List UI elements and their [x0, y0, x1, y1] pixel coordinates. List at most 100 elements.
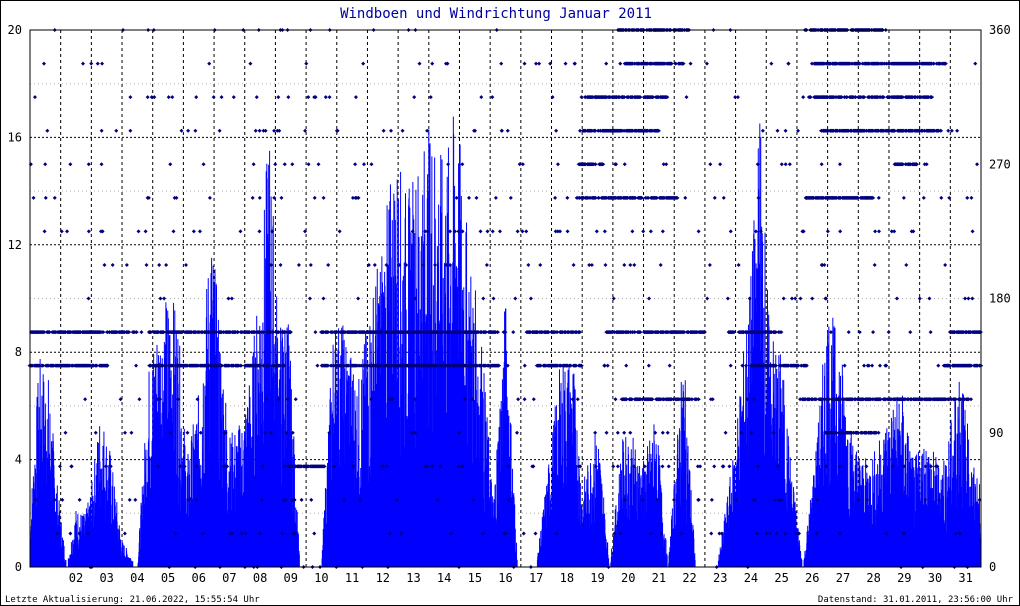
- direction-point: [276, 397, 281, 402]
- direction-point: [327, 95, 332, 100]
- direction-point: [658, 262, 663, 267]
- direction-point: [777, 497, 782, 502]
- direction-point: [447, 363, 453, 368]
- direction-point: [520, 162, 525, 167]
- direction-point: [852, 95, 858, 100]
- direction-point: [342, 497, 347, 502]
- direction-point: [144, 262, 149, 267]
- direction-point: [756, 464, 761, 469]
- direction-point: [632, 330, 638, 335]
- direction-point: [870, 95, 875, 100]
- direction-point: [876, 430, 881, 435]
- direction-point: [293, 464, 298, 469]
- direction-point: [496, 363, 502, 368]
- direction-point: [257, 363, 263, 368]
- direction-point: [840, 430, 846, 435]
- direction-point: [250, 195, 255, 200]
- direction-point: [526, 262, 531, 267]
- direction-point: [728, 363, 733, 368]
- direction-point: [813, 397, 819, 402]
- direction-point: [673, 61, 679, 66]
- direction-point: [921, 195, 926, 200]
- direction-point: [613, 195, 618, 200]
- direction-point: [325, 363, 331, 368]
- direction-point: [709, 531, 714, 536]
- direction-point: [112, 330, 117, 335]
- direction-point: [325, 330, 331, 335]
- direction-point: [185, 430, 190, 435]
- direction-point: [952, 330, 957, 335]
- direction-point: [970, 296, 975, 301]
- direction-point: [537, 363, 542, 368]
- direction-point: [179, 128, 184, 133]
- direction-point: [182, 464, 187, 469]
- direction-point: [444, 262, 449, 267]
- direction-point: [578, 363, 584, 368]
- direction-point: [263, 397, 268, 402]
- direction-point: [257, 195, 262, 200]
- direction-point: [413, 430, 418, 435]
- direction-point: [68, 162, 73, 167]
- direction-point: [77, 497, 82, 502]
- direction-point: [623, 397, 629, 402]
- direction-point: [953, 397, 959, 402]
- direction-point: [873, 430, 879, 435]
- direction-point: [520, 229, 525, 234]
- direction-point: [789, 296, 794, 301]
- direction-point: [231, 95, 236, 100]
- direction-point: [684, 95, 689, 100]
- direction-point: [596, 195, 602, 200]
- direction-point: [622, 430, 627, 435]
- direction-point: [502, 330, 508, 335]
- direction-point: [171, 229, 176, 234]
- direction-point: [263, 128, 268, 133]
- direction-point: [821, 95, 826, 100]
- direction-point: [180, 330, 185, 335]
- direction-point: [577, 330, 583, 335]
- direction-point: [936, 497, 941, 502]
- direction-point: [970, 229, 975, 234]
- direction-point: [604, 430, 609, 435]
- direction-point: [143, 229, 148, 234]
- direction-point: [587, 262, 592, 267]
- direction-point: [122, 430, 127, 435]
- direction-point: [709, 497, 714, 502]
- direction-point: [103, 464, 108, 469]
- direction-point: [281, 363, 287, 368]
- direction-point: [900, 162, 906, 167]
- direction-point: [677, 61, 682, 66]
- direction-point: [828, 330, 833, 335]
- direction-point: [938, 128, 944, 133]
- direction-point: [366, 262, 371, 267]
- direction-point: [201, 162, 206, 167]
- direction-point: [752, 330, 757, 335]
- direction-point: [854, 430, 859, 435]
- direction-point: [40, 363, 46, 368]
- direction-point: [238, 363, 244, 368]
- direction-point: [624, 363, 629, 368]
- direction-point: [100, 330, 106, 335]
- direction-point: [187, 497, 192, 502]
- direction-point: [865, 497, 870, 502]
- direction-point: [611, 128, 616, 133]
- direction-point: [689, 397, 695, 402]
- direction-point: [904, 128, 909, 133]
- direction-point: [384, 262, 389, 267]
- direction-point: [207, 330, 213, 335]
- direction-point: [260, 363, 266, 368]
- direction-point: [46, 330, 52, 335]
- direction-point: [857, 330, 862, 335]
- direction-point: [438, 464, 443, 469]
- direction-point: [778, 330, 784, 335]
- direction-point: [613, 397, 618, 402]
- direction-point: [965, 397, 971, 402]
- direction-point: [826, 397, 832, 402]
- direction-point: [460, 229, 465, 234]
- direction-point: [927, 296, 932, 301]
- direction-point: [555, 229, 560, 234]
- direction-point: [293, 397, 298, 402]
- direction-point: [128, 128, 133, 133]
- direction-point: [528, 296, 533, 301]
- direction-point: [589, 262, 594, 267]
